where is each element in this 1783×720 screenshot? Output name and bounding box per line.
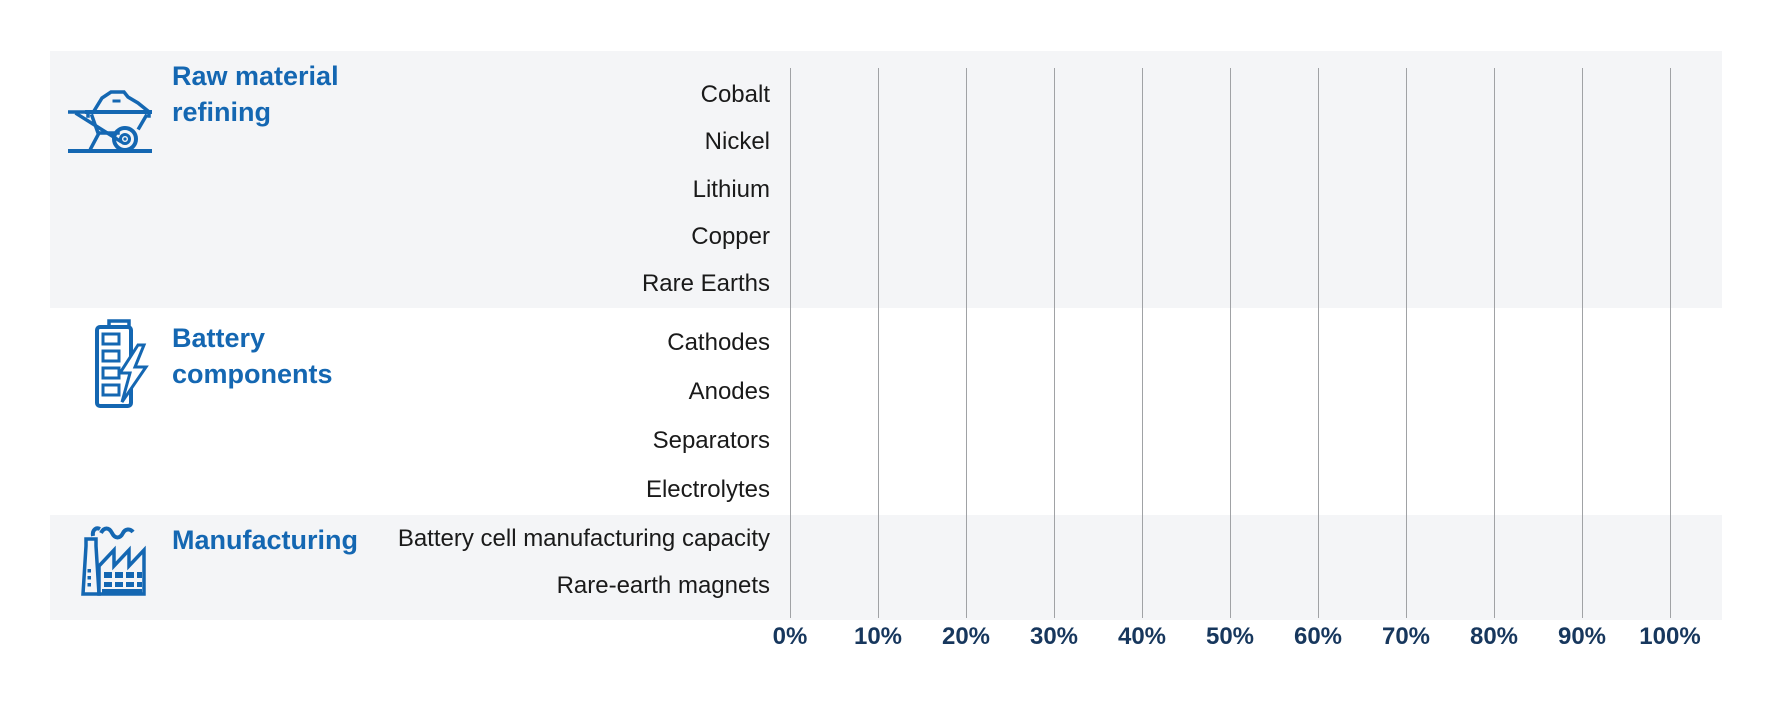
- section-label-battery-components: Battery components: [172, 323, 333, 389]
- gridline: [1669, 68, 1671, 618]
- row-label: Copper: [691, 222, 770, 250]
- section-rows: Battery cell manufacturing capacity Rare-…: [50, 515, 770, 620]
- gridline: [1405, 68, 1407, 618]
- x-axis-tick-label: 0%: [772, 623, 808, 650]
- section-label-raw-material-refining: Raw material refining: [172, 61, 339, 127]
- section-rows: Cathodes Anodes Separators Electrolytes: [50, 308, 770, 515]
- row-label: Battery cell manufacturing capacity: [397, 524, 770, 552]
- x-axis-tick-label: 40%: [1117, 623, 1167, 650]
- row-label: Cathodes: [667, 328, 770, 356]
- section-band-raw-material-refining: [50, 51, 1722, 308]
- x-axis-tick-label: 70%: [1381, 623, 1431, 650]
- row-label: Electrolytes: [645, 476, 770, 504]
- gridline: [1317, 68, 1319, 618]
- row-label: Cobalt: [700, 80, 770, 108]
- gridline: [1141, 68, 1143, 618]
- x-axis-tick-label: 50%: [1205, 623, 1255, 650]
- row-label: Rare-earth magnets: [556, 572, 770, 600]
- x-axis-tick-label: 30%: [1029, 623, 1079, 650]
- gridline: [1581, 68, 1583, 618]
- x-axis-tick-label: 80%: [1469, 623, 1519, 650]
- section-rows: Cobalt Nickel Lithium Copper Rare Earths: [50, 51, 770, 308]
- gridline: [877, 68, 879, 618]
- gridline: [789, 68, 791, 618]
- x-axis-tick-label: 20%: [941, 623, 991, 650]
- x-axis: 0% 10% 20% 30% 40% 50% 60% 70% 80% 90% 100%: [0, 622, 1783, 654]
- row-label: Rare Earths: [641, 270, 770, 298]
- x-axis-tick-label: 60%: [1293, 623, 1343, 650]
- x-axis-tick-label: 90%: [1557, 623, 1607, 650]
- gridline: [1493, 68, 1495, 618]
- wheelbarrow-icon: [68, 84, 152, 158]
- gridline: [1229, 68, 1231, 618]
- row-label: Lithium: [692, 175, 770, 203]
- gridline: [1053, 68, 1055, 618]
- row-label: Nickel: [704, 128, 770, 156]
- row-label: Separators: [652, 427, 770, 455]
- row-label: Anodes: [688, 377, 770, 405]
- factory-icon: [70, 524, 154, 602]
- section-band-battery-components: [50, 308, 1722, 515]
- x-axis-tick-label: 100%: [1639, 623, 1701, 650]
- section-label-manufacturing: Manufacturing: [172, 525, 358, 555]
- section-band-manufacturing: [50, 515, 1722, 620]
- battery-icon: [92, 318, 150, 410]
- x-axis-tick-label: 10%: [853, 623, 903, 650]
- gridline: [965, 68, 967, 618]
